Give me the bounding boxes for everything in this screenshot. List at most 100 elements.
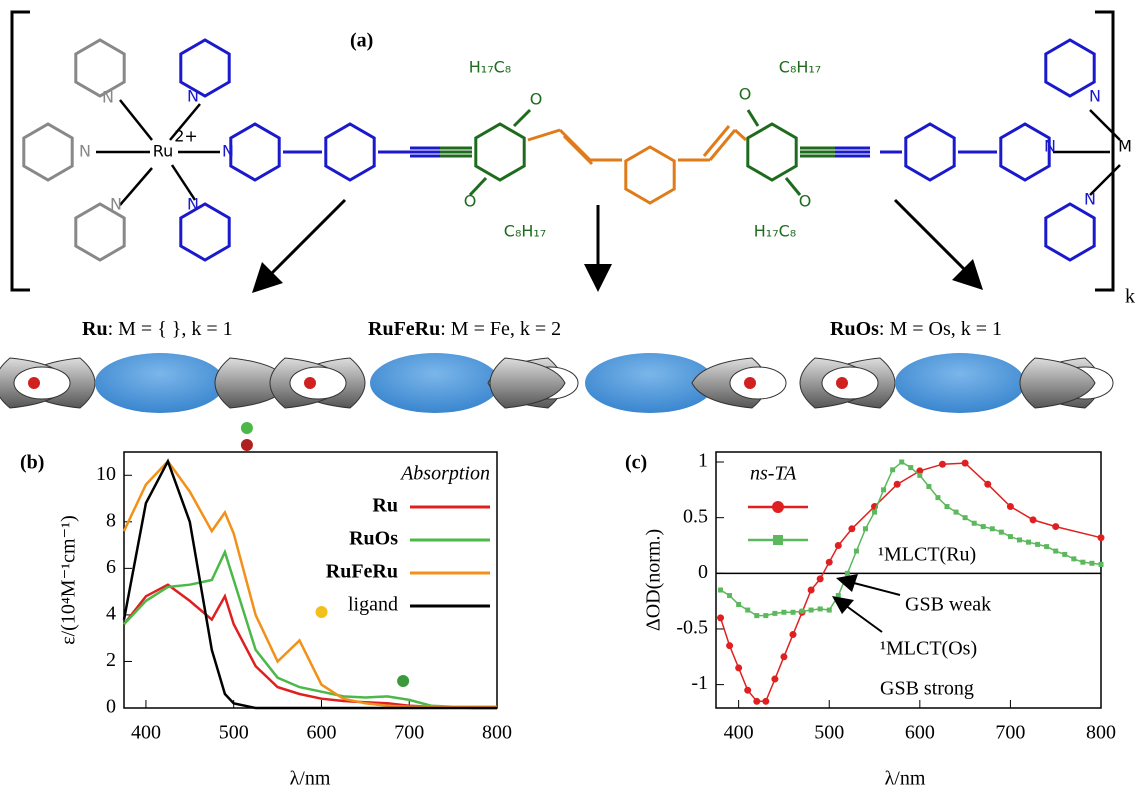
data-point [826, 559, 833, 566]
data-point [963, 515, 968, 520]
atom-label: H₁₇C₈ [469, 58, 511, 77]
y-tick-label: 10 [96, 463, 116, 485]
data-point [1053, 549, 1058, 554]
ring [476, 124, 524, 180]
figure: k (a) Ru: M = { }, k = 1 RuFeRu: M = Fe,… [0, 0, 1135, 796]
panel-label: (c) [625, 452, 647, 474]
linker-cartoon [95, 353, 225, 413]
annotation: ¹MLCT(Os) [880, 638, 977, 660]
y-tick-label: -0.5 [676, 617, 708, 639]
data-point [718, 588, 723, 593]
data-point [1008, 534, 1013, 539]
data-point [1030, 516, 1037, 523]
legend-label: RuFeRu [326, 561, 398, 583]
data-point [791, 610, 796, 615]
data-point [753, 698, 760, 705]
series-line [721, 463, 1102, 701]
metal-dot [836, 377, 848, 389]
bond [564, 136, 592, 164]
data-point [926, 484, 931, 489]
plot-frame [716, 452, 1101, 708]
x-tick-label: 600 [306, 722, 336, 744]
atom-label: Ru [153, 142, 174, 161]
data-point [881, 487, 886, 492]
data-point [1098, 534, 1105, 541]
atom-label: C₈H₁₇ [504, 222, 546, 241]
x-tick-label: 700 [394, 722, 424, 744]
data-point [972, 521, 977, 526]
data-point [935, 495, 940, 500]
compound-label: Ru: M = { }, k = 1 [82, 318, 233, 340]
atom-label: C₈H₁₇ [779, 58, 821, 77]
atom-label: O [799, 192, 812, 211]
ring [326, 124, 374, 180]
x-tick-label: 800 [482, 722, 512, 744]
bracket [12, 12, 30, 290]
compound-label: RuFeRu: M = Fe, k = 2 [368, 318, 561, 340]
legend-title: Absorption [399, 463, 490, 485]
arrow-heads [252, 259, 983, 293]
x-tick-label: 800 [1086, 722, 1116, 744]
data-point [800, 609, 805, 614]
panel-label: (b) [20, 452, 44, 474]
data-point [848, 525, 855, 532]
ring [748, 124, 796, 180]
compound-formula: : M = Fe, k = 2 [440, 318, 561, 340]
atom-label: N [1044, 137, 1056, 156]
annotation-arrow-head [836, 574, 858, 592]
data-point [726, 642, 733, 649]
legend-marker [773, 535, 783, 545]
legend-marker [772, 501, 784, 513]
atom-label: N [1089, 87, 1101, 106]
data-point [1017, 537, 1022, 542]
annotation-arrow-head [832, 596, 854, 614]
ring [906, 124, 954, 180]
data-point [854, 549, 859, 554]
data-point [771, 676, 778, 683]
data-point [845, 571, 850, 576]
ring [1001, 124, 1049, 180]
x-tick-label: 500 [814, 722, 844, 744]
atom-label: N [1084, 190, 1096, 209]
metal-site [14, 367, 70, 399]
ring [24, 124, 72, 180]
data-point [872, 510, 877, 515]
data-point [908, 465, 913, 470]
annotation: ¹MLCT(Ru) [878, 544, 976, 566]
data-point [1099, 562, 1104, 567]
metal-marker [241, 422, 253, 434]
legend-title: ns-TA [750, 463, 797, 485]
data-point [1044, 544, 1049, 549]
y-tick-label: 8 [106, 509, 116, 531]
annotation-arrow [845, 605, 882, 632]
atom-label: N [102, 88, 114, 107]
metal-marker [241, 439, 253, 451]
data-point [744, 687, 751, 694]
data-point [954, 510, 959, 515]
series-line [124, 552, 497, 708]
data-point [894, 481, 901, 488]
data-point [945, 504, 950, 509]
ring [1046, 204, 1094, 260]
data-point [790, 631, 797, 638]
metal-site [730, 367, 786, 399]
x-axis-label: λ/nm [290, 768, 331, 790]
linker-cartoon [895, 353, 1025, 413]
data-point [1089, 561, 1094, 566]
data-point [835, 542, 842, 549]
data-point [735, 664, 742, 671]
ring [231, 124, 279, 180]
data-point [754, 613, 759, 618]
data-point [984, 481, 991, 488]
atom-label: N [222, 142, 234, 161]
annotation: GSB strong [880, 678, 974, 700]
metal-dot [304, 377, 316, 389]
ring [626, 147, 674, 203]
data-point [762, 698, 769, 705]
data-point [962, 460, 969, 467]
atom-label: N [79, 142, 91, 161]
y-tick-label: 6 [106, 556, 116, 578]
bond [528, 130, 560, 140]
atom-label: M [1118, 137, 1132, 156]
data-point [999, 530, 1004, 535]
